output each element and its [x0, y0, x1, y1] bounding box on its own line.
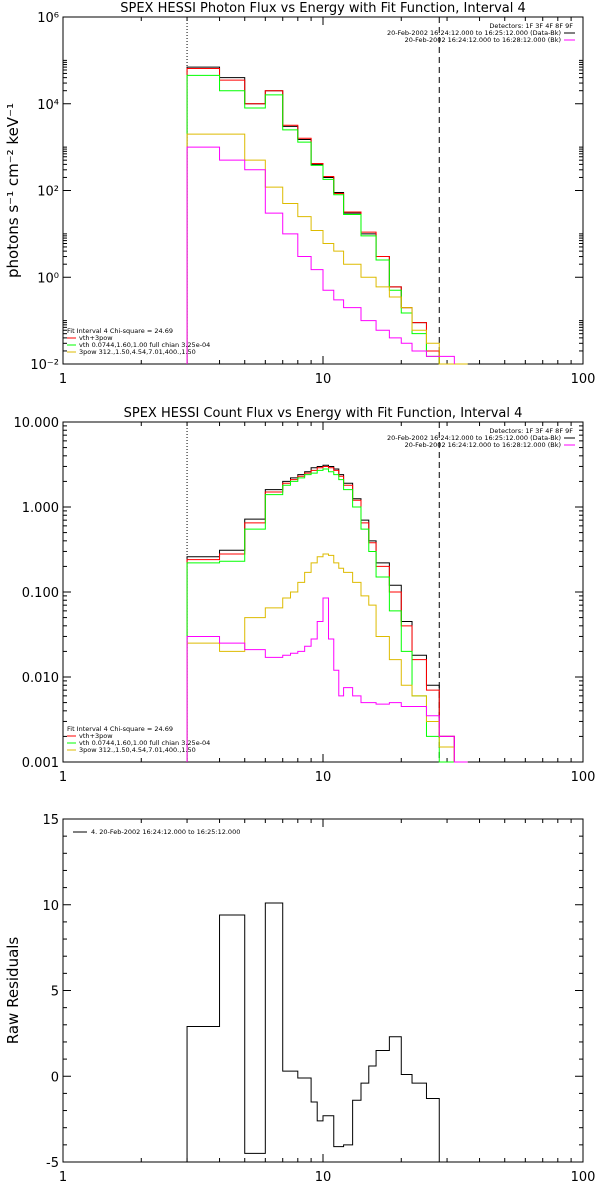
y-axis-label: photons s⁻¹ cm⁻² keV⁻¹ — [4, 103, 22, 278]
y-tick-label: 5 — [51, 985, 59, 1000]
detectors-label: Detectors: 1F 3F 4F 8F 9F — [489, 427, 573, 435]
y-tick-label: 0.001 — [22, 756, 59, 771]
fit-legend-entry: 3pow 312.,1.50,4.54,7.01,400.,1.50 — [79, 348, 196, 356]
fit-legend-entry: 3pow 312.,1.50,4.54,7.01,400.,1.50 — [79, 746, 196, 754]
x-tick-label: 1 — [59, 1170, 67, 1185]
series-line-1 — [186, 902, 440, 1162]
series-line-2 — [186, 465, 468, 763]
x-tick-label: 1 — [59, 372, 67, 387]
series-line-1 — [186, 66, 468, 365]
series-line-3 — [186, 74, 468, 365]
series-line-5 — [186, 597, 468, 763]
series-line-3 — [186, 468, 468, 763]
y-tick-label: 10⁴ — [37, 98, 59, 113]
y-tick-label: 10⁶ — [37, 11, 59, 26]
y-tick-label: 10⁻² — [30, 358, 59, 373]
legend-entry: 20-Feb-2002 16:24:12.000 to 16:28:12.000… — [405, 441, 561, 449]
chart-title: SPEX HESSI Count Flux vs Energy with Fit… — [124, 406, 523, 421]
series-line-5 — [186, 146, 455, 364]
series-line-4 — [186, 133, 468, 365]
y-tick-label: 10 — [42, 899, 59, 914]
chart-panel-1: 1 10 100 10⁻² 10⁰ 10² 10⁴ 10⁶ SPEX HESSI Photon … — [4, 1, 595, 387]
y-tick-label: 10.000 — [14, 416, 60, 431]
chart-panel-3: 1 10 100 -5 0 5 10 15 Raw Residuals 4. 20-Feb-200… — [4, 813, 595, 1185]
detectors-label: Detectors: 1F 3F 4F 8F 9F — [489, 22, 573, 30]
legend-entry: 20-Feb-2002 16:24:12.000 to 16:28:12.000… — [405, 36, 561, 44]
legend-entry: 20-Feb-2002 16:24:12.000 to 16:25:12.000… — [387, 434, 561, 442]
x-tick-label: 10 — [315, 1170, 332, 1185]
legend-entry: 20-Feb-2002 16:24:12.000 to 16:25:12.000… — [387, 29, 561, 37]
y-tick-label: 10⁰ — [37, 271, 59, 286]
fit-legend-entry: vth 0.0744,1.60,1.00 full chian 3.25e-04 — [79, 739, 210, 747]
axes-frame — [62, 818, 584, 1163]
y-tick-label: 0.010 — [22, 671, 59, 686]
fit-legend-entry: vth+3pow — [79, 334, 113, 342]
x-tick-label: 100 — [571, 770, 596, 785]
y-tick-label: 15 — [42, 813, 59, 828]
y-tick-label: 0.100 — [22, 586, 59, 601]
x-tick-label: 100 — [571, 1170, 596, 1185]
fit-header: Fit Interval 4 Chi-square = 24.69 — [67, 327, 173, 335]
y-tick-label: -5 — [46, 1156, 59, 1171]
y-tick-label: 10² — [37, 185, 59, 200]
legend-entry: 4. 20-Feb-2002 16:24:12.000 to 16:25:12.… — [91, 828, 240, 836]
chart-title: SPEX HESSI Photon Flux vs Energy with Fi… — [120, 1, 526, 16]
series-line-4 — [186, 553, 468, 763]
x-tick-label: 10 — [315, 372, 332, 387]
series-line-1 — [186, 464, 468, 763]
y-axis-label: Raw Residuals — [4, 937, 22, 1045]
fit-legend-entry: vth 0.0744,1.60,1.00 full chian 3.25e-04 — [79, 341, 210, 349]
y-tick-label: 0 — [51, 1070, 59, 1085]
axes-frame — [62, 16, 584, 365]
x-tick-label: 100 — [571, 372, 596, 387]
x-tick-label: 10 — [315, 770, 332, 785]
x-tick-label: 1 — [59, 770, 67, 785]
fit-legend-entry: vth+3pow — [79, 732, 113, 740]
chart-panel-2: 1 10 100 0.001 0.010 0.100 1.000 10.000 SPEX HES… — [14, 406, 596, 785]
fit-header: Fit Interval 4 Chi-square = 24.69 — [67, 725, 173, 733]
y-tick-label: 1.000 — [22, 501, 59, 516]
axes-frame — [62, 421, 584, 763]
series-line-2 — [186, 67, 468, 365]
